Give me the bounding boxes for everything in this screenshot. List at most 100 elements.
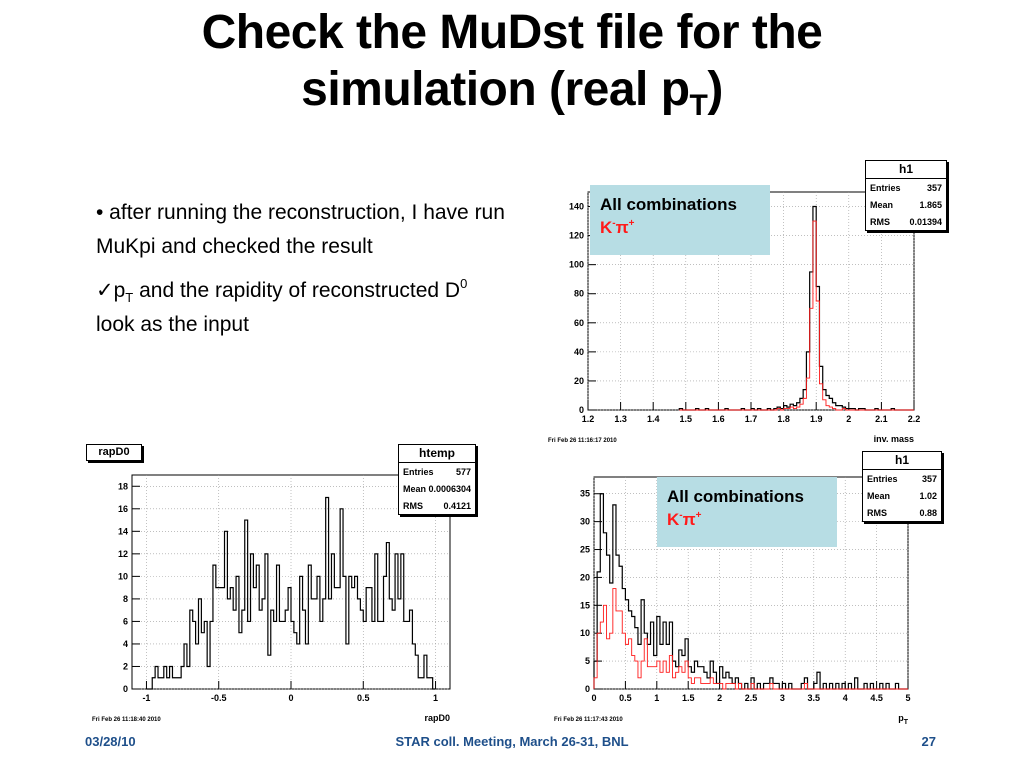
mass-legend: All combinations K-π+ (590, 185, 770, 255)
x-tick-label: 4.5 (870, 693, 883, 703)
x-tick-label: 0 (591, 693, 596, 703)
x-tick-label: 1.2 (582, 414, 595, 424)
series-kpi (593, 588, 908, 690)
series-all-combinations (146, 496, 436, 690)
x-tick-label: 2.1 (875, 414, 888, 424)
y-tick-label: 10 (118, 571, 128, 581)
bullet-2-end: look as the input (96, 313, 249, 336)
y-tick-label: 25 (580, 545, 590, 555)
stat-value: 0.88 (919, 507, 937, 518)
y-tick-label: 140 (569, 202, 584, 212)
bullet-1: • after running the reconstruction, I ha… (96, 201, 505, 258)
legend-k-charge: - (679, 510, 683, 521)
stat-label: Mean (867, 490, 891, 501)
bullet-list: • after running the reconstruction, I ha… (96, 196, 506, 352)
x-tick-label: 1.4 (647, 414, 660, 424)
footer-date: 03/28/10 (85, 734, 136, 749)
rapidity-histogram-svg: 0 2 4 6 8 10 12 14 16 18 -1 -0.5 0 0.5 1 Fri Feb 26 11:… (92, 474, 451, 723)
x-tick-label: 4 (843, 693, 848, 703)
x-tick-label: 2.2 (908, 414, 921, 424)
stat-value: 1.865 (919, 199, 942, 210)
y-tick-label: 100 (569, 260, 584, 270)
bullet-2-sub: T (125, 290, 134, 305)
stat-value: 0.0006304 (428, 483, 471, 494)
x-tick-label: 1 (654, 693, 659, 703)
legend-kpi: K-π+ (667, 508, 827, 531)
pt-stat-box: h1 Entries 357 Mean 1.02 RMS 0.88 (862, 451, 942, 522)
slide-title: Check the MuDst file for the simulation … (40, 4, 984, 121)
y-tick-label: 6 (123, 616, 128, 626)
stat-label: Mean (870, 199, 894, 210)
x-tick-label: 2 (717, 693, 722, 703)
y-tick-label: 2 (123, 661, 128, 671)
y-tick-label: 80 (574, 289, 584, 299)
timestamp-label: Fri Feb 26 11:18:40 2010 (92, 717, 161, 723)
y-tick-label: 16 (118, 504, 128, 514)
y-tick-label: 4 (123, 639, 128, 649)
pt-legend: All combinations K-π+ (657, 477, 837, 547)
stat-label: RMS (867, 507, 887, 518)
stat-title: h1 (863, 452, 941, 470)
hist-name-label: rapD0 (98, 446, 130, 458)
timestamp-label: Fri Feb 26 11:16:17 2010 (548, 438, 617, 444)
stat-label: Entries (403, 466, 434, 477)
stat-row-rms: RMS 0.88 (863, 504, 941, 521)
legend-k-charge: - (612, 218, 616, 229)
title-line-2-end: ) (707, 63, 723, 116)
y-tick-label: 30 (580, 517, 590, 527)
title-subscript: T (689, 89, 708, 122)
timestamp-label: Fri Feb 26 11:17:43 2010 (554, 717, 623, 723)
stat-label: Entries (867, 473, 898, 484)
x-axis-title: pT (898, 713, 909, 726)
stat-row-mean: Mean 1.865 (866, 196, 946, 213)
checkmark-icon: ✓ (96, 279, 114, 302)
stat-title: h1 (866, 161, 946, 179)
legend-pi-charge: + (628, 218, 635, 229)
bullet-2-mid: and the rapidity of reconstructed D (133, 279, 461, 302)
x-tick-label: 0 (288, 693, 293, 703)
bullet-2-sup: 0 (460, 276, 468, 291)
stat-value: 577 (455, 466, 471, 477)
x-tick-label: 1.8 (777, 414, 790, 424)
stat-row-rms: RMS 0.4121 (399, 497, 475, 514)
footer-meeting: STAR coll. Meeting, March 26-31, BNL (395, 734, 629, 749)
stat-row-entries: Entries 357 (863, 470, 941, 487)
pt-histogram: 0 5 10 15 20 25 30 35 0 0.5 1 1.5 2 2.5 3 3.5 4 4.5 5 Fri F… (550, 451, 942, 726)
stat-row-mean: Mean 0.0006304 (399, 480, 475, 497)
legend-pi-charge: + (695, 510, 702, 521)
x-tick-label: 3.5 (808, 693, 821, 703)
stat-row-entries: Entries 357 (866, 179, 946, 196)
x-axis-title: rapD0 (424, 713, 450, 723)
x-tick-label: -1 (142, 693, 150, 703)
mass-histogram: 0 20 40 60 80 100 120 140 1.2 1.3 1.4 1.5 1.6 1.7 1.8 1… (540, 160, 947, 444)
stat-label: Mean (403, 483, 427, 494)
footer-page-number: 27 (921, 734, 936, 749)
stat-title: htemp (399, 445, 475, 463)
series-kpi (679, 220, 914, 411)
y-tick-label: 12 (118, 549, 128, 559)
x-tick-label: 0.5 (619, 693, 632, 703)
x-tick-label: 1.5 (682, 693, 695, 703)
legend-k: K (600, 218, 613, 237)
y-tick-label: 120 (569, 231, 584, 241)
y-tick-label: 35 (580, 489, 590, 499)
stat-row-mean: Mean 1.02 (863, 487, 941, 504)
stat-value: 357 (921, 473, 937, 484)
x-tick-label: 2.5 (745, 693, 758, 703)
stat-value: 357 (926, 182, 942, 193)
y-tick-label: 0 (585, 684, 590, 694)
y-tick-label: 20 (580, 572, 590, 582)
stat-label: RMS (403, 500, 423, 511)
x-tick-label: 1.3 (614, 414, 627, 424)
rap-stat-box: htemp Entries 577 Mean 0.0006304 RMS 0.4121 (398, 444, 476, 515)
y-tick-label: 0 (579, 405, 584, 415)
title-line-1: Check the MuDst file for the (201, 6, 823, 59)
mass-stat-box: h1 Entries 357 Mean 1.865 RMS 0.01394 (865, 160, 947, 231)
legend-all-combinations: All combinations (667, 487, 804, 506)
x-tick-label: 1.5 (680, 414, 693, 424)
x-tick-label: 1 (433, 693, 438, 703)
stat-row-entries: Entries 577 (399, 463, 475, 480)
stat-value: 0.01394 (909, 216, 942, 227)
legend-pi: π (682, 510, 696, 529)
y-tick-label: 20 (574, 376, 584, 386)
